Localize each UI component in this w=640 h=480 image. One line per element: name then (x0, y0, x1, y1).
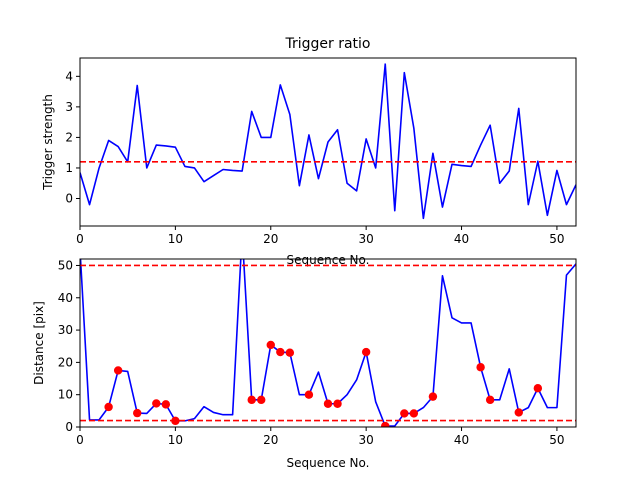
trigger-ratio-xtick-label: 40 (454, 232, 469, 246)
distance-marker-point (485, 395, 495, 405)
distance-ytick-label: 20 (58, 355, 73, 369)
trigger-ratio-series-line (80, 63, 576, 220)
distance-marker-point (266, 340, 275, 350)
distance-marker-point (476, 363, 485, 372)
distance-ylabel: Distance [pix] (32, 301, 46, 385)
distance-xtick-label: 10 (168, 433, 183, 447)
distance-marker-point (400, 409, 409, 418)
distance-marker-point (247, 395, 256, 405)
distance-xlabel: Sequence No. (287, 456, 370, 470)
distance-xtick-label: 30 (359, 433, 374, 447)
distance-ytick-label: 0 (65, 420, 73, 434)
distance-ytick-label: 30 (58, 323, 73, 337)
trigger-ratio-ylabel: Trigger strength (41, 94, 55, 191)
distance-marker-point (533, 384, 543, 393)
distance-marker-point (257, 395, 266, 405)
distance-plot: 0 10 20 30 40 50 0 10 20 30 40 50 Sequence No. Dist… (32, 258, 577, 470)
distance-marker-point (285, 348, 295, 357)
distance-xtick-label: 0 (76, 433, 84, 447)
distance-xtick-label: 40 (454, 433, 469, 447)
trigger-ratio-plot: 0 10 20 30 40 50 0 1 2 3 4 Trigger ratio Sequence … (41, 36, 577, 267)
distance-marker-point (276, 347, 285, 357)
distance-marker-point (409, 409, 419, 418)
distance-marker-point (152, 399, 161, 408)
trigger-ratio-xtick-label: 50 (549, 232, 564, 246)
distance-marker-point (361, 347, 371, 357)
trigger-ratio-xtick-label: 30 (359, 232, 374, 246)
distance-xtick-label: 20 (263, 433, 278, 447)
distance-xtick-label: 50 (549, 433, 564, 447)
distance-marker-point (113, 366, 123, 375)
trigger-ratio-axes-frame (79, 57, 577, 227)
trigger-ratio-plot-area (80, 63, 576, 220)
distance-ticks: 0 10 20 30 40 50 0 10 20 30 40 50 (58, 258, 565, 447)
trigger-ratio-xtick-label: 10 (168, 232, 183, 246)
distance-marker-point (333, 399, 342, 408)
distance-marker-point (304, 390, 314, 399)
distance-marker-point (104, 402, 113, 412)
trigger-ratio-xlabel: Sequence No. (287, 253, 370, 267)
distance-marker-point (133, 408, 142, 418)
distance-marker-point (171, 416, 180, 426)
trigger-ratio-clipped-marks (80, 63, 576, 220)
distance-ytick-label: 10 (58, 388, 73, 402)
distance-ytick-label: 50 (58, 258, 73, 272)
trigger-ratio-ytick-label: 2 (65, 130, 73, 144)
trigger-ratio-title: Trigger ratio (284, 36, 370, 52)
trigger-ratio-ytick-label: 3 (65, 100, 73, 114)
distance-marker-point (428, 392, 438, 401)
trigger-ratio-ytick-label: 0 (65, 192, 73, 206)
distance-marker-point (323, 399, 333, 408)
distance-axes-frame (79, 258, 577, 428)
distance-marker-point (381, 421, 390, 427)
distance-marker-point (161, 400, 171, 409)
trigger-ratio-xtick-label: 20 (263, 232, 278, 246)
distance-clipped-marks (80, 259, 576, 427)
distance-marker-point (514, 408, 523, 417)
trigger-ratio-xtick-label: 0 (76, 232, 84, 246)
trigger-ratio-ytick-label: 1 (65, 161, 73, 175)
trigger-ratio-ticks: 0 10 20 30 40 50 0 1 2 3 4 (65, 69, 564, 246)
distance-plot-area (80, 259, 576, 427)
trigger-ratio-ytick-label: 4 (65, 69, 73, 83)
distance-ytick-label: 40 (58, 291, 73, 305)
